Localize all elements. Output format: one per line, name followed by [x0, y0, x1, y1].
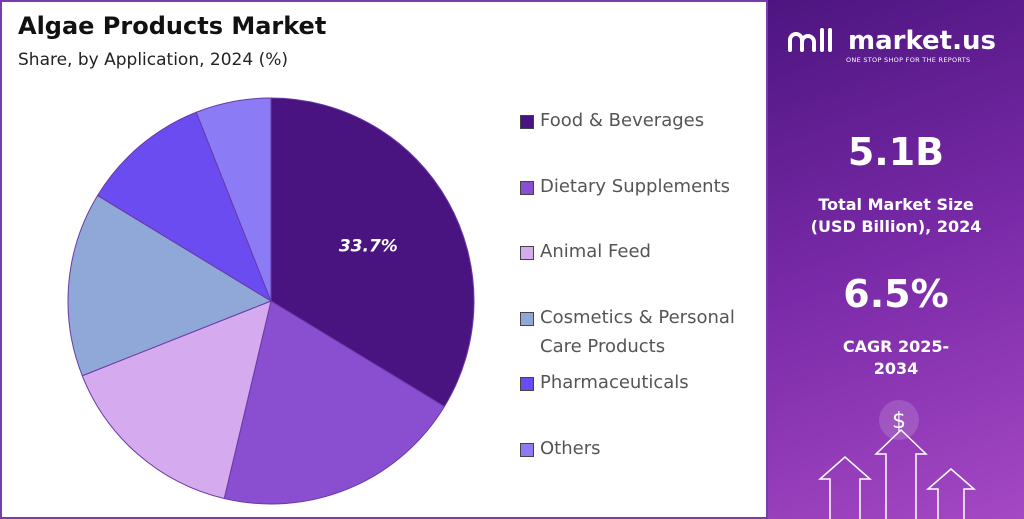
legend-item: Others: [520, 434, 760, 500]
arrows: [818, 428, 977, 519]
legend-swatch: [520, 311, 534, 326]
pie-slice: [223, 300, 446, 505]
pie-slice: [67, 194, 273, 377]
legend-swatch: [520, 180, 534, 195]
legend: Food & Beverages Dietary Supplements Anima…: [520, 106, 760, 499]
brand: market.us: [848, 26, 996, 56]
legend-item: Cosmetics & Personal Care Products: [520, 303, 760, 369]
chart: 33.7%: [0, 0, 768, 519]
legend-swatch: [520, 377, 534, 391]
cagr-label: CAGR 2025-2034: [842, 337, 950, 378]
legend-label: Cosmetics & Personal Care Products: [540, 306, 735, 357]
legend-item: Food & Beverages: [520, 106, 760, 172]
legend-label: Dietary Supplements: [540, 175, 731, 197]
legend-label: Pharmaceuticals: [540, 372, 689, 393]
legend-swatch: [520, 246, 534, 260]
side-panel: $ market.us ONE STOP SHOP FOR THE REPORT…: [768, 0, 1024, 519]
data-label: 33.7%: [339, 236, 398, 256]
frame: [0, 0, 768, 519]
market-size: 5.1B: [847, 130, 945, 174]
dollar-circle: [879, 400, 919, 440]
legend-item: Animal Feed: [520, 237, 760, 303]
legend-label: Food & Beverages: [540, 110, 705, 131]
panel-decor: $: [788, 28, 977, 519]
cagr: 6.5%: [843, 272, 949, 316]
legend-swatch: [520, 115, 534, 129]
legend-label: Others: [540, 437, 601, 459]
legend-item: Pharmaceuticals: [520, 368, 760, 434]
pie-slice: [270, 97, 475, 408]
legend-label: Animal Feed: [540, 241, 651, 262]
chart-subtitle: Share, by Application, 2024 (%): [18, 50, 288, 70]
legend-swatch: [520, 442, 534, 457]
pie-slice: [96, 111, 273, 303]
dollar-icon: $: [892, 409, 906, 434]
pie-slice: [195, 97, 272, 302]
chart-title: Algae Products Market: [18, 12, 327, 40]
market-size-label: Total Market Size (USD Billion), 2024: [810, 195, 982, 236]
logo-icon: [788, 28, 832, 52]
pie-slice: [81, 300, 272, 500]
legend-item: Dietary Supplements: [520, 172, 760, 238]
tagline: ONE STOP SHOP FOR THE REPORTS: [846, 56, 971, 64]
